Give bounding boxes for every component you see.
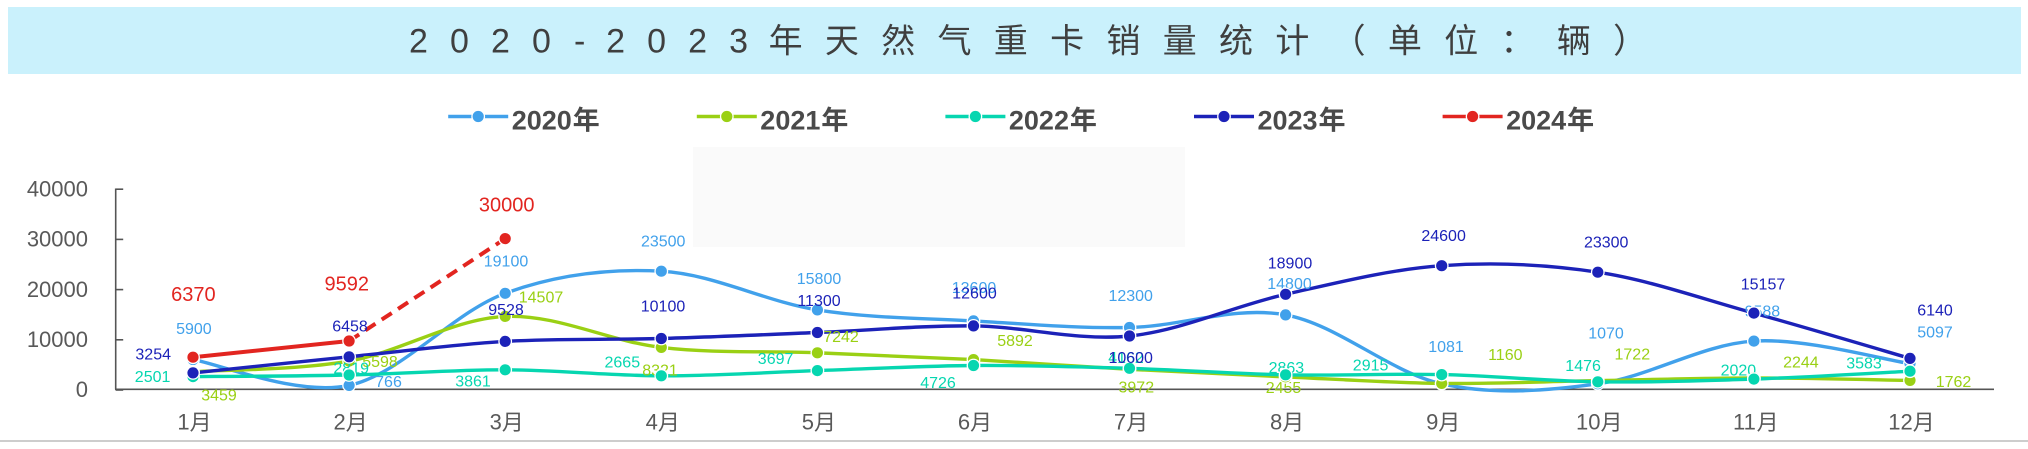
svg-text:5: 5 xyxy=(802,410,814,435)
svg-text:2022: 2022 xyxy=(1009,106,1069,136)
svg-text:1070: 1070 xyxy=(1588,326,1624,343)
svg-text:2: 2 xyxy=(688,23,707,61)
svg-text:6458: 6458 xyxy=(332,318,368,335)
svg-text:766: 766 xyxy=(375,374,402,391)
svg-text:2: 2 xyxy=(606,23,625,61)
svg-text:3: 3 xyxy=(490,410,502,435)
svg-text:2020: 2020 xyxy=(1721,362,1757,379)
svg-text:13600: 13600 xyxy=(952,280,997,297)
svg-text:-: - xyxy=(574,23,585,61)
svg-text:4162: 4162 xyxy=(1108,350,1144,367)
svg-text:2915: 2915 xyxy=(1353,358,1389,375)
svg-text:10000: 10000 xyxy=(27,327,88,352)
svg-text:14800: 14800 xyxy=(1267,276,1312,293)
svg-text:6: 6 xyxy=(958,410,970,435)
svg-text:10100: 10100 xyxy=(641,299,686,316)
svg-text:3254: 3254 xyxy=(135,347,171,364)
svg-text:18900: 18900 xyxy=(1268,256,1313,273)
svg-text:1722: 1722 xyxy=(1615,347,1651,364)
svg-text:2244: 2244 xyxy=(1783,355,1819,372)
svg-text:20000: 20000 xyxy=(27,277,88,302)
svg-text:2455: 2455 xyxy=(1266,380,1302,397)
svg-text:10: 10 xyxy=(1576,410,1600,435)
svg-text:40000: 40000 xyxy=(27,176,88,201)
svg-text:15157: 15157 xyxy=(1741,276,1786,293)
svg-text:19100: 19100 xyxy=(484,254,529,271)
svg-text:4: 4 xyxy=(646,410,658,435)
svg-text:11300: 11300 xyxy=(797,293,840,310)
svg-text:2023: 2023 xyxy=(1258,106,1318,136)
svg-text:1476: 1476 xyxy=(1565,358,1601,375)
svg-text:2021: 2021 xyxy=(760,106,820,136)
svg-text:9528: 9528 xyxy=(488,302,524,319)
svg-text:3: 3 xyxy=(729,23,748,61)
svg-text:2020: 2020 xyxy=(512,106,572,136)
svg-text:9: 9 xyxy=(1426,410,1438,435)
svg-text:23300: 23300 xyxy=(1584,235,1629,252)
svg-text:7242: 7242 xyxy=(823,329,859,346)
svg-text:1: 1 xyxy=(177,410,189,435)
svg-text:0: 0 xyxy=(450,23,469,61)
svg-text:3583: 3583 xyxy=(1846,356,1882,373)
svg-text:0: 0 xyxy=(532,23,551,61)
svg-text:11: 11 xyxy=(1733,410,1756,435)
svg-text:30000: 30000 xyxy=(27,227,88,252)
svg-text:3972: 3972 xyxy=(1119,380,1155,397)
svg-text:7: 7 xyxy=(1114,410,1126,435)
svg-text:12: 12 xyxy=(1888,410,1912,435)
svg-text:2024: 2024 xyxy=(1506,106,1566,136)
svg-text:2501: 2501 xyxy=(135,369,171,386)
svg-text:6370: 6370 xyxy=(171,284,216,306)
svg-text:14507: 14507 xyxy=(519,290,564,307)
svg-text:9592: 9592 xyxy=(325,273,370,295)
svg-text:12300: 12300 xyxy=(1108,288,1153,305)
svg-text:3697: 3697 xyxy=(758,351,794,368)
svg-text:2: 2 xyxy=(409,23,428,61)
svg-text:3459: 3459 xyxy=(201,387,237,404)
svg-text:10600: 10600 xyxy=(1108,350,1153,367)
svg-text:24600: 24600 xyxy=(1421,228,1466,245)
svg-text:1081: 1081 xyxy=(1428,339,1464,356)
svg-text:1160: 1160 xyxy=(1488,347,1523,364)
svg-text:15800: 15800 xyxy=(797,271,842,288)
svg-text:5097: 5097 xyxy=(1917,324,1953,341)
svg-text:5598: 5598 xyxy=(362,354,398,371)
svg-text:1762: 1762 xyxy=(1936,374,1972,391)
svg-text:8: 8 xyxy=(1270,410,1282,435)
svg-text:2665: 2665 xyxy=(605,355,641,372)
svg-text:12600: 12600 xyxy=(952,286,997,303)
svg-text:4726: 4726 xyxy=(920,375,956,392)
svg-text:0: 0 xyxy=(76,377,88,402)
svg-text:5900: 5900 xyxy=(176,321,212,338)
svg-text:23500: 23500 xyxy=(641,233,686,250)
svg-text:6140: 6140 xyxy=(1917,303,1953,320)
svg-text:0: 0 xyxy=(647,23,666,61)
svg-text:3861: 3861 xyxy=(455,373,491,390)
svg-text:5892: 5892 xyxy=(997,333,1033,350)
svg-text:30000: 30000 xyxy=(479,195,535,217)
svg-text:2: 2 xyxy=(491,23,510,61)
svg-text:2: 2 xyxy=(333,410,345,435)
